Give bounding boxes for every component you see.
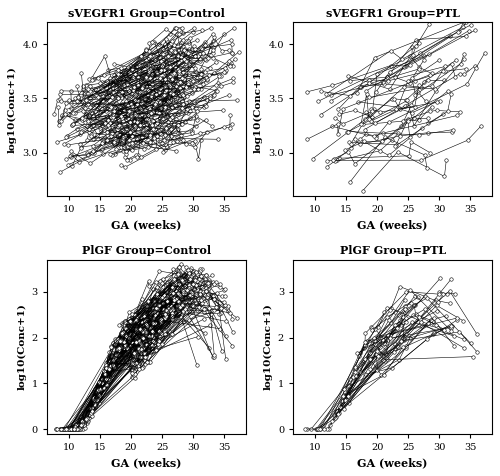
Title: PlGF Group=Control: PlGF Group=Control [82, 245, 211, 256]
X-axis label: GA (weeks): GA (weeks) [112, 457, 182, 468]
X-axis label: GA (weeks): GA (weeks) [358, 457, 428, 468]
X-axis label: GA (weeks): GA (weeks) [358, 220, 428, 231]
Title: sVEGFR1 Group=PTL: sVEGFR1 Group=PTL [326, 8, 460, 19]
Y-axis label: log10(Conc+1): log10(Conc+1) [254, 66, 263, 153]
Title: sVEGFR1 Group=Control: sVEGFR1 Group=Control [68, 8, 225, 19]
Y-axis label: log10(Conc+1): log10(Conc+1) [263, 303, 272, 390]
Y-axis label: log10(Conc+1): log10(Conc+1) [8, 66, 17, 153]
X-axis label: GA (weeks): GA (weeks) [112, 220, 182, 231]
Title: PlGF Group=PTL: PlGF Group=PTL [340, 245, 446, 256]
Y-axis label: log10(Conc+1): log10(Conc+1) [17, 303, 26, 390]
